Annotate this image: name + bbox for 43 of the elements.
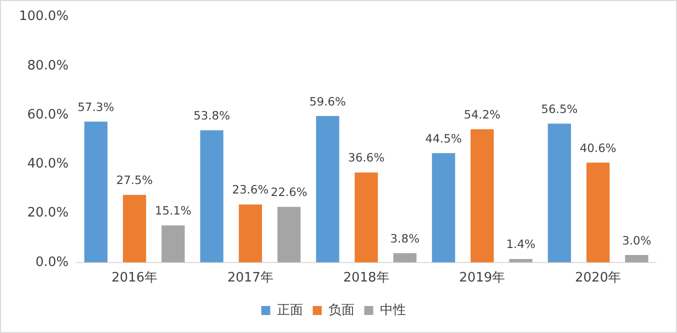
bar [200, 130, 224, 262]
y-tick-label: 0.0% [36, 254, 69, 270]
y-tick-label: 80.0% [27, 58, 69, 74]
data-label: 27.5% [116, 173, 153, 188]
data-label: 36.6% [348, 150, 385, 165]
bar [316, 116, 340, 262]
data-label: 15.1% [154, 204, 192, 218]
legend-label: 中性 [380, 302, 406, 318]
data-label: 53.8% [193, 108, 230, 122]
data-label: 22.6% [270, 185, 308, 200]
x-tick-label: 2019年 [459, 270, 506, 286]
x-tick-label: 2018年 [343, 270, 390, 286]
bar [122, 194, 146, 262]
bar [586, 162, 610, 262]
legend-label: 正面 [276, 302, 303, 318]
bar [625, 255, 648, 262]
data-label: 56.5% [541, 102, 578, 116]
y-tick-label: 40.0% [27, 156, 69, 172]
bar [354, 172, 378, 262]
x-tick-label: 2016年 [111, 270, 158, 286]
bar [238, 204, 262, 262]
y-tick-label: 60.0% [27, 107, 69, 122]
legend-label: 负面 [328, 302, 354, 318]
y-tick-label: 20.0% [27, 206, 69, 221]
data-label: 23.6% [232, 182, 269, 197]
data-label: 44.5% [425, 131, 462, 146]
bar [84, 122, 108, 262]
data-label: 1.4% [506, 237, 536, 252]
data-label: 57.3% [78, 100, 114, 114]
data-label: 59.6% [309, 94, 346, 108]
data-label: 3.8% [390, 231, 420, 246]
bar [393, 253, 416, 262]
y-tick-label: 100.0% [18, 9, 69, 24]
data-label: 40.6% [580, 140, 616, 155]
bar [162, 225, 185, 262]
x-tick-label: 2017年 [227, 270, 274, 286]
x-tick-label: 2020年 [575, 270, 622, 286]
data-label: 3.0% [622, 233, 652, 248]
data-label: 54.2% [464, 108, 501, 122]
bar [277, 206, 301, 262]
bar [432, 153, 456, 262]
bar [548, 124, 572, 262]
bar [470, 129, 494, 262]
